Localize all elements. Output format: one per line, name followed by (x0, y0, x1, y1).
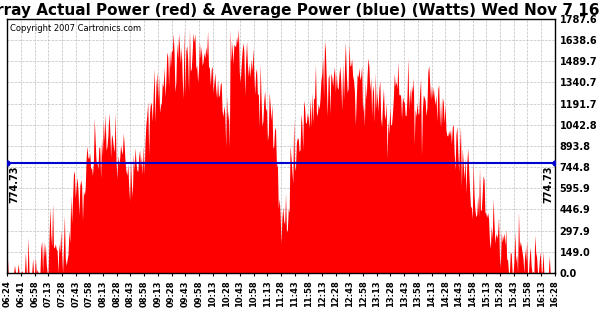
Text: Copyright 2007 Cartronics.com: Copyright 2007 Cartronics.com (10, 24, 141, 33)
Text: 774.73: 774.73 (544, 166, 553, 203)
Text: 774.73: 774.73 (10, 166, 20, 203)
Title: West Array Actual Power (red) & Average Power (blue) (Watts) Wed Nov 7 16:31: West Array Actual Power (red) & Average … (0, 3, 600, 18)
